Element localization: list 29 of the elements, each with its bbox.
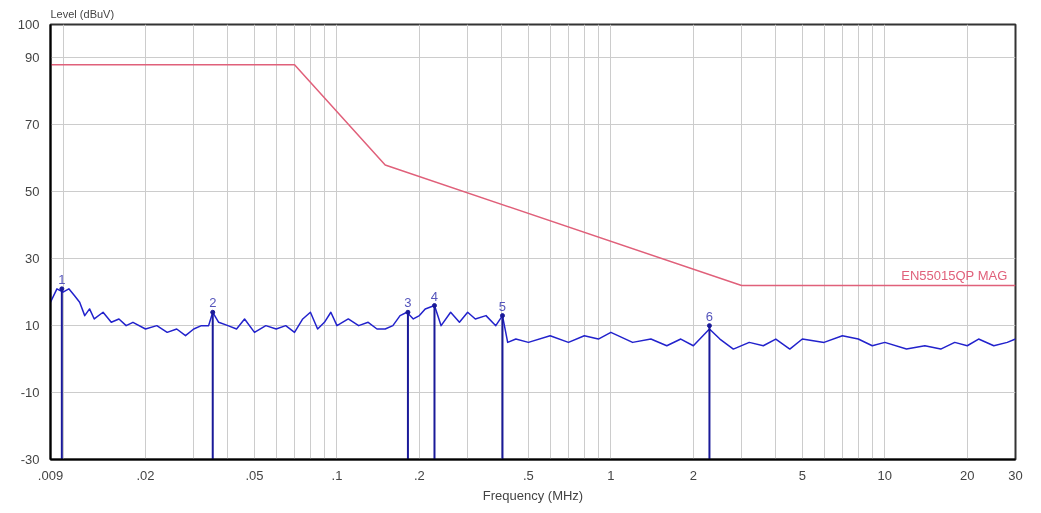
x-tick-label: 10 xyxy=(877,467,893,483)
annotation: 4 xyxy=(430,288,439,304)
x-tick-label: 2 xyxy=(689,467,697,483)
annotation: 1 xyxy=(58,271,66,287)
x-tick-label: .5 xyxy=(523,467,534,483)
x-tick-label: .02 xyxy=(136,467,155,483)
annotation: 6 xyxy=(705,308,714,324)
x-axis-title: Frequency (MHz) xyxy=(482,487,584,503)
x-tick-label: 20 xyxy=(960,467,975,483)
y-tick-label: 90 xyxy=(25,50,40,66)
y-tick-label: 50 xyxy=(25,184,40,200)
annotation: 3 xyxy=(404,295,412,311)
series-label: EN55015QP MAG xyxy=(901,267,1008,283)
x-tick-label: 1 xyxy=(607,467,615,483)
y-tick-label: 70 xyxy=(25,117,40,133)
x-tick-label: 5 xyxy=(798,467,806,483)
y-tick-label: 10 xyxy=(25,318,40,334)
y-tick-label: -10 xyxy=(20,385,40,401)
y-tick-label: 30 xyxy=(25,251,40,267)
x-tick-label: .009 xyxy=(37,467,64,483)
y-axis-title: Level (dBuV) xyxy=(50,7,115,20)
y-tick-label: -30 xyxy=(20,452,40,467)
x-tick-label: .1 xyxy=(331,467,343,483)
x-tick-label: .2 xyxy=(414,467,425,483)
annotation: 2 xyxy=(209,295,217,311)
y-tick-label: 100 xyxy=(17,17,40,32)
x-tick-label: .05 xyxy=(245,467,264,483)
x-tick-label: 30 xyxy=(1008,467,1023,483)
annotation: 5 xyxy=(498,298,507,314)
